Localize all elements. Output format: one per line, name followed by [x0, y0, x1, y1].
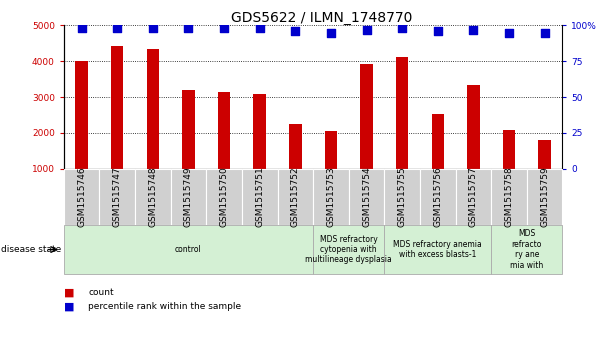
Bar: [289, 124, 302, 169]
Point: [291, 28, 300, 34]
Text: GSM1515751: GSM1515751: [255, 167, 264, 227]
Point: [112, 25, 122, 31]
Text: ■: ■: [64, 287, 74, 297]
Point: [433, 28, 443, 34]
Text: GSM1515750: GSM1515750: [219, 167, 229, 227]
Text: GSM1515749: GSM1515749: [184, 167, 193, 227]
Point: [184, 25, 193, 31]
Bar: [361, 64, 373, 169]
Text: GDS5622 / ILMN_1748770: GDS5622 / ILMN_1748770: [231, 11, 412, 25]
Point: [362, 27, 371, 33]
Bar: [182, 90, 195, 169]
Bar: [467, 85, 480, 169]
Point: [77, 25, 86, 31]
Text: GSM1515755: GSM1515755: [398, 167, 407, 227]
Point: [540, 30, 550, 36]
Point: [469, 27, 478, 33]
Text: GSM1515752: GSM1515752: [291, 167, 300, 227]
Text: ■: ■: [64, 302, 74, 312]
Text: GSM1515754: GSM1515754: [362, 167, 371, 227]
Text: MDS
refracto
ry ane
mia with: MDS refracto ry ane mia with: [510, 229, 544, 270]
Text: GSM1515758: GSM1515758: [505, 167, 514, 227]
Text: GSM1515746: GSM1515746: [77, 167, 86, 227]
Bar: [396, 57, 409, 169]
Point: [219, 25, 229, 31]
Point: [397, 25, 407, 31]
Text: MDS refractory anemia
with excess blasts-1: MDS refractory anemia with excess blasts…: [393, 240, 482, 259]
Point: [148, 25, 157, 31]
Text: control: control: [175, 245, 202, 254]
Text: percentile rank within the sample: percentile rank within the sample: [88, 302, 241, 311]
Text: MDS refractory
cytopenia with
multilineage dysplasia: MDS refractory cytopenia with multilinea…: [305, 234, 392, 265]
Text: count: count: [88, 288, 114, 297]
Text: disease state: disease state: [1, 245, 61, 254]
Bar: [325, 131, 337, 169]
Bar: [75, 61, 88, 169]
Text: GSM1515756: GSM1515756: [434, 167, 442, 227]
Bar: [254, 94, 266, 169]
Text: GSM1515747: GSM1515747: [112, 167, 122, 227]
Text: GSM1515748: GSM1515748: [148, 167, 157, 227]
Point: [326, 30, 336, 36]
Bar: [538, 140, 551, 169]
Bar: [111, 46, 123, 169]
Bar: [218, 92, 230, 169]
Bar: [503, 130, 515, 169]
Text: GSM1515759: GSM1515759: [540, 167, 549, 227]
Bar: [432, 114, 444, 169]
Bar: [147, 49, 159, 169]
Point: [504, 30, 514, 36]
Text: GSM1515753: GSM1515753: [326, 167, 336, 227]
Text: GSM1515757: GSM1515757: [469, 167, 478, 227]
Point: [255, 25, 264, 31]
